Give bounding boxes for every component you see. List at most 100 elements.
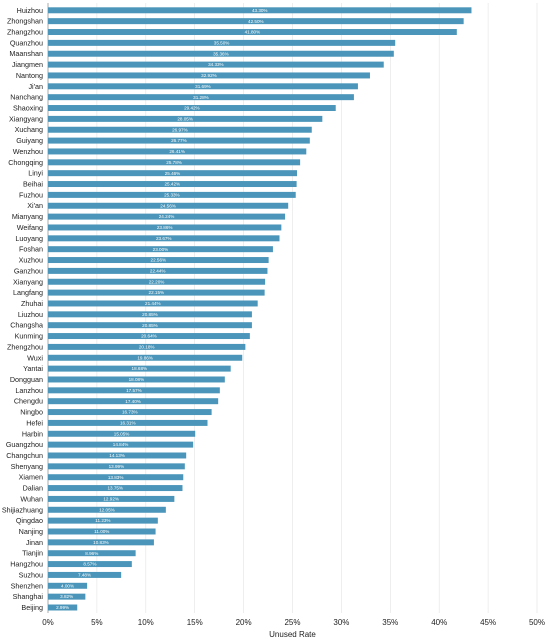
data-label: 25.78% [166,160,182,165]
x-tick-label: 10% [138,618,154,627]
bar [48,485,183,492]
bar [48,83,358,90]
category-label: Mianyang [12,212,43,221]
data-label: 35.50% [214,40,230,45]
category-label: Guiyang [16,136,43,145]
category-label: Luoyang [15,234,43,243]
category-label: Xianyang [13,277,43,286]
bar [48,441,194,448]
bar [48,495,175,502]
category-label: Xiamen [19,473,43,482]
category-label: Chongqing [8,158,43,167]
bar [48,18,464,25]
category-label: Qingdao [16,516,43,525]
data-label: 25.46% [165,171,181,176]
x-tick-label: 45% [480,618,496,627]
category-label: Hefei [26,418,43,427]
category-label: Dongguan [10,375,43,384]
bar [48,148,307,155]
bar [48,39,396,46]
bar [48,72,370,79]
data-label: 13.83% [108,475,124,480]
bar [48,561,132,568]
data-label: 19.86% [137,355,153,360]
category-label: Shanghai [13,592,44,601]
bar [48,181,297,188]
data-label: 4.00% [61,583,74,588]
data-label: 20.85% [142,312,158,317]
data-label: 12.92% [103,497,119,502]
category-label: Ganzhou [14,266,43,275]
category-label: Zhongshan [7,17,43,26]
data-labels: 43.30% 42.50% 41.80% 35.50% 35.36% 34.33% 32.9… [56,8,267,610]
bar [48,365,231,372]
bar [48,202,289,209]
data-label: 43.30% [252,8,268,13]
category-label: Huizhou [17,6,43,15]
data-label: 16.73% [122,410,138,415]
bar [48,430,196,437]
data-label: 17.57% [126,388,142,393]
category-label: Zhengzhou [7,342,43,351]
data-label: 12.05% [99,507,115,512]
data-label: 11.00% [94,529,109,534]
data-label: 16.31% [120,421,136,426]
bar [48,213,286,220]
category-label: Xuchang [15,125,43,134]
category-label: Changchun [6,451,43,460]
data-label: 24.24% [159,214,175,219]
x-tick-label: 40% [431,618,447,627]
data-label: 32.92% [201,73,217,78]
data-label: 34.33% [208,62,224,67]
bar [48,593,86,600]
data-label: 8.57% [83,562,96,567]
bar [48,474,184,481]
category-label: Harbin [22,429,43,438]
bar [48,115,323,122]
data-label: 22.15% [149,290,165,295]
category-label: Jiangmen [12,60,43,69]
category-label: Dalian [23,484,43,493]
data-label: 3.82% [60,594,73,599]
x-tick-label: 25% [284,618,300,627]
bar [48,50,394,57]
category-label: Beihai [23,180,43,189]
data-label: 21.44% [145,301,161,306]
category-label: Liuzhou [18,310,43,319]
x-axis-ticks: 0% 5% 10% 15% 20% 25% 30% 35% 40% 45% 50% [42,618,545,627]
category-label: Quanzhou [10,38,43,47]
data-label: 28.05% [177,116,193,121]
category-label: Nanjing [19,527,43,536]
bar [48,419,208,426]
bar [48,354,243,361]
bar [48,61,384,68]
category-label: Zhangzhou [7,28,43,37]
bar [48,246,273,253]
bar [48,322,252,329]
grid-lines [47,3,538,613]
data-label: 35.36% [213,51,229,56]
category-label: Linyi [28,169,43,178]
data-label: 20.64% [141,334,157,339]
x-axis-title: Unused Rate [269,630,316,639]
category-label: Langfang [13,288,43,297]
category-label: Ji'an [28,82,43,91]
bar [48,289,265,296]
data-label: 26.97% [172,127,188,132]
category-label: Yantai [23,364,43,373]
category-label: Chengdu [14,397,43,406]
category-label: Ningbo [20,408,43,417]
bar [48,311,252,318]
category-label: Fuzhou [19,190,43,199]
x-tick-label: 0% [42,618,54,627]
bar [48,137,310,144]
category-label: Guangzhou [6,440,43,449]
data-label: 24.56% [160,203,176,208]
category-label: Hangzhou [10,560,43,569]
bar [48,267,268,274]
bar [48,571,122,578]
category-label: Xi'an [27,201,43,210]
category-label: Shaoxing [13,104,43,113]
x-tick-label: 50% [529,618,545,627]
bar [48,170,297,177]
